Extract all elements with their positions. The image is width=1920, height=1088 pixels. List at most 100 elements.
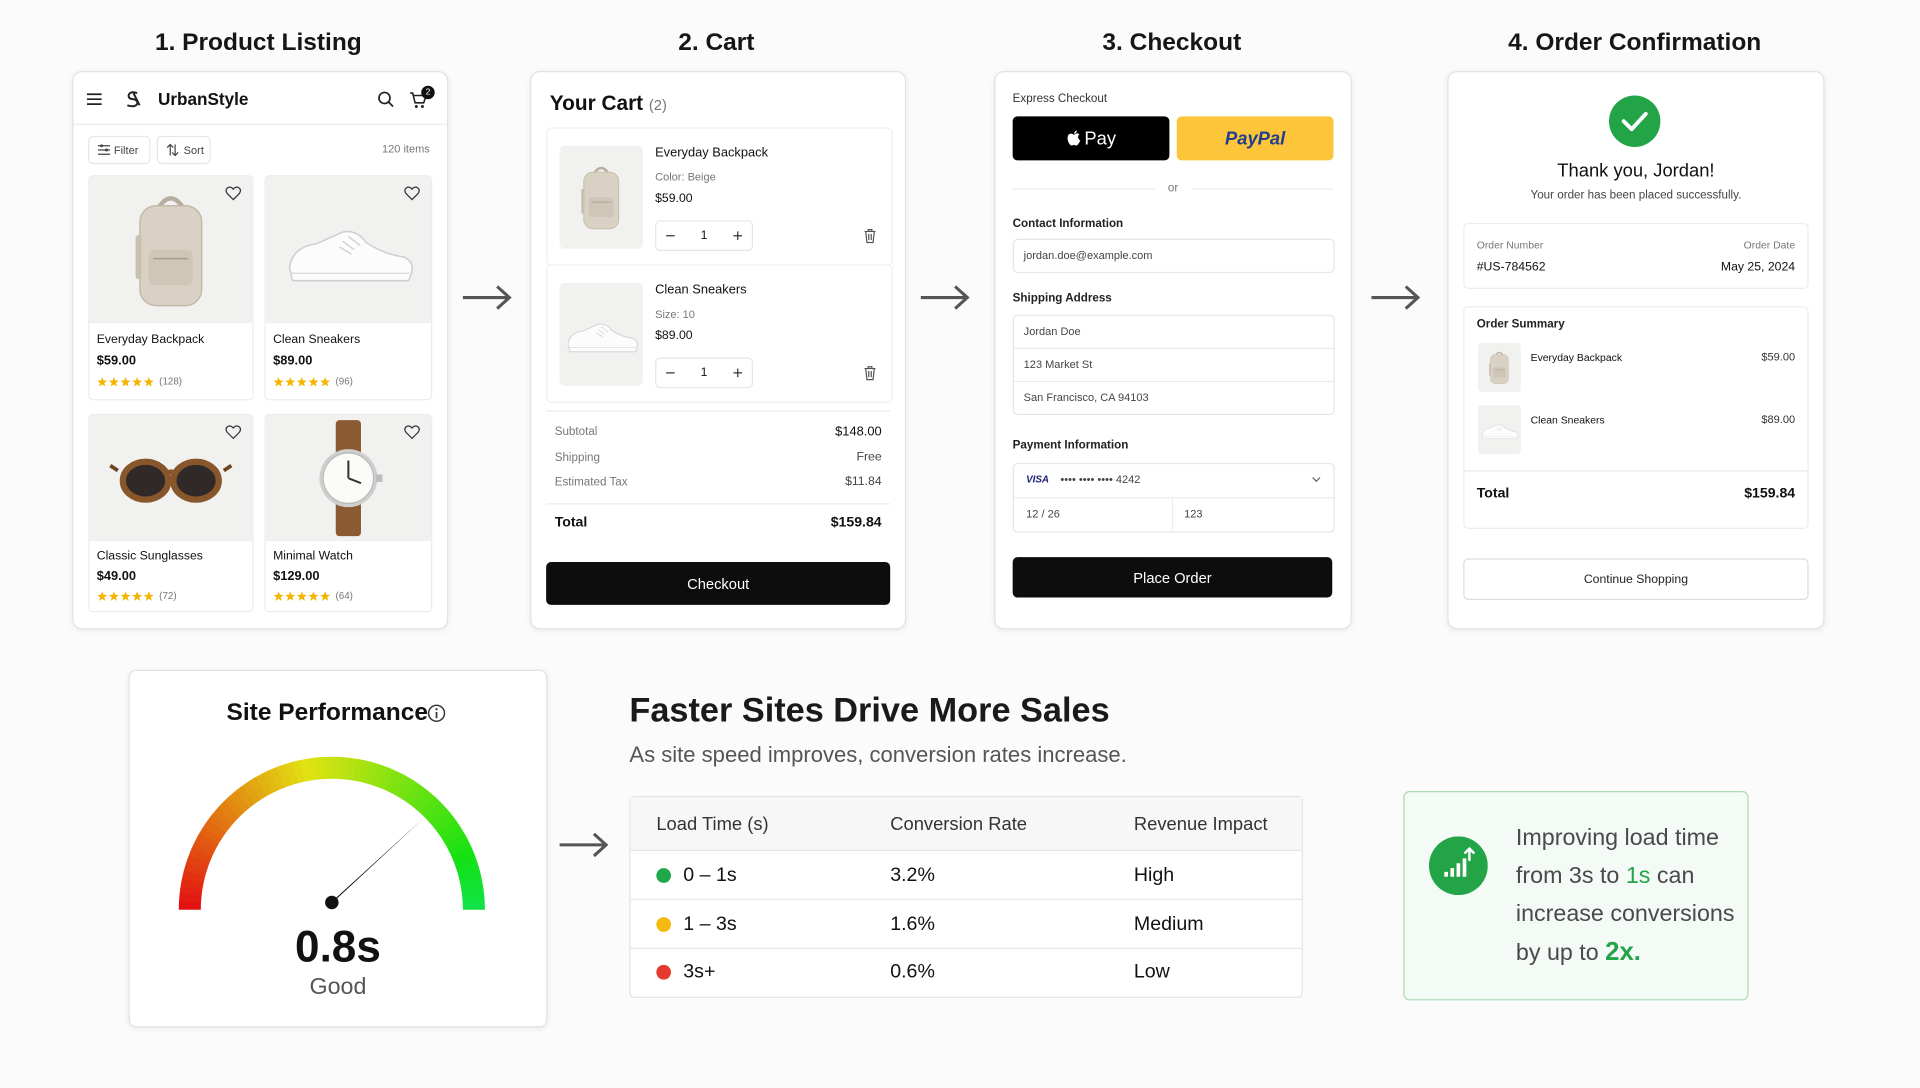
field-value: San Francisco, CA 94103	[1023, 391, 1149, 404]
wishlist-icon[interactable]	[404, 186, 420, 201]
gauge-segment	[307, 757, 319, 781]
card-number: •••• •••• •••• 4242	[1060, 473, 1141, 486]
paypal-button[interactable]: PayPal	[1176, 116, 1334, 161]
checkout-button[interactable]: Checkout	[546, 562, 891, 605]
product-card[interactable]: Everyday Backpack $59.00 (128)	[88, 175, 254, 401]
status-dot	[656, 964, 672, 980]
step-title: 1. Product Listing	[154, 29, 362, 57]
cart-count: (2)	[648, 96, 667, 114]
wishlist-icon[interactable]	[225, 186, 242, 201]
item-count: 120 items	[382, 142, 430, 156]
success-icon	[1608, 95, 1661, 147]
use	[319, 420, 382, 536]
total-value: $159.84	[830, 515, 882, 531]
wishlist-icon[interactable]	[225, 425, 242, 440]
continue-shopping-button[interactable]: Continue Shopping	[1463, 558, 1809, 601]
flow-arrow	[1371, 285, 1421, 310]
dropdown-chevron[interactable]	[1311, 476, 1321, 483]
column-header: Revenue Impact	[1133, 814, 1268, 836]
divider	[1171, 497, 1174, 532]
path	[462, 285, 512, 310]
use	[1482, 425, 1518, 439]
filter-label: Filter	[113, 144, 139, 157]
gauge-segment	[292, 760, 306, 784]
apple-pay-button[interactable]: Pay	[1012, 116, 1170, 161]
cart-item: Everyday Backpack Color: Beige $59.00 1	[546, 127, 893, 266]
qty-increase[interactable]	[732, 230, 743, 241]
circle	[427, 704, 446, 722]
qty-stepper: 1	[655, 220, 754, 252]
gauge-segment	[414, 790, 435, 813]
gauge-segment	[448, 840, 472, 857]
product-card[interactable]: Clean Sneakers $89.00 (96)	[264, 175, 433, 401]
star	[97, 591, 108, 601]
star	[285, 591, 296, 601]
card-cvc: 123	[1184, 507, 1203, 520]
gauge-segment	[397, 777, 416, 801]
callout-segment: can	[1656, 863, 1695, 889]
card-fields[interactable]: VISA •••• •••• •••• 4242 12 / 26 123	[1012, 462, 1335, 533]
table-cell: High	[1133, 864, 1175, 886]
path	[1066, 130, 1080, 146]
path	[86, 93, 102, 105]
gauge-segment	[218, 801, 240, 823]
star	[320, 377, 331, 387]
filter-button[interactable]: Filter	[88, 135, 151, 165]
place-order-button[interactable]: Place Order	[1012, 557, 1333, 598]
thank-you-heading: Thank you, Jordan!	[1557, 160, 1715, 182]
gauge-segment	[300, 758, 312, 782]
flow-arrow	[559, 832, 609, 858]
wishlist-icon[interactable]	[404, 425, 420, 440]
cart-badge: 2	[421, 85, 435, 100]
qty-increase[interactable]	[732, 367, 743, 378]
review-count: (72)	[159, 590, 177, 602]
use	[581, 168, 618, 229]
divider	[546, 410, 891, 412]
qty-decrease[interactable]	[665, 367, 676, 378]
path	[864, 366, 876, 381]
section-label: Payment Information	[1012, 438, 1129, 453]
gauge-segment	[352, 758, 365, 782]
summary-heading: Order Summary	[1476, 317, 1565, 331]
summary-label: Subtotal	[554, 425, 598, 439]
performance-value: 0.8s	[295, 921, 381, 972]
item-image	[559, 145, 643, 249]
gauge-segment	[208, 813, 231, 833]
star	[273, 377, 284, 387]
step-title: 2. Cart	[678, 29, 755, 57]
gauge-segment	[365, 761, 380, 786]
info-icon[interactable]	[427, 704, 446, 722]
path	[1444, 858, 1467, 877]
product-card[interactable]: Minimal Watch $129.00 (64)	[264, 413, 433, 613]
info-label: Order Number	[1476, 238, 1544, 251]
gauge-segment	[203, 819, 227, 839]
menu-icon[interactable]	[86, 92, 103, 107]
order-date: May 25, 2024	[1720, 260, 1796, 275]
qty-decrease[interactable]	[665, 230, 676, 241]
search-icon[interactable]	[377, 91, 394, 108]
address-fields[interactable]: Jordan Doe 123 Market St San Francisco, …	[1012, 314, 1335, 416]
gauge-segment	[255, 773, 273, 797]
gauge-segment	[451, 847, 475, 864]
gauge-segment	[454, 854, 478, 870]
remove-icon[interactable]	[863, 228, 876, 244]
table-cell: 0.6%	[890, 961, 935, 983]
item-price: $89.00	[655, 329, 693, 343]
callout-segment: by up to	[1515, 940, 1599, 967]
callout-segment: Improving load time	[1515, 825, 1719, 852]
path	[225, 425, 242, 440]
status-dot	[656, 868, 672, 883]
rating-stars	[273, 591, 331, 601]
item-thumbnail	[1477, 342, 1521, 392]
sort-button[interactable]: Sort	[156, 135, 211, 165]
product-card[interactable]: Classic Sunglasses $49.00 (72)	[88, 413, 254, 613]
speed-table: Load Time (s) Conversion Rate Revenue Im…	[629, 795, 1303, 998]
use	[1489, 352, 1508, 383]
gauge-segment	[235, 785, 256, 809]
use	[568, 324, 637, 352]
email-field[interactable]: jordan.doe@example.com	[1012, 238, 1335, 274]
product-image	[89, 176, 253, 324]
cart-item: Clean Sneakers Size: 10 $89.00 1	[546, 264, 893, 403]
remove-icon[interactable]	[863, 365, 876, 381]
